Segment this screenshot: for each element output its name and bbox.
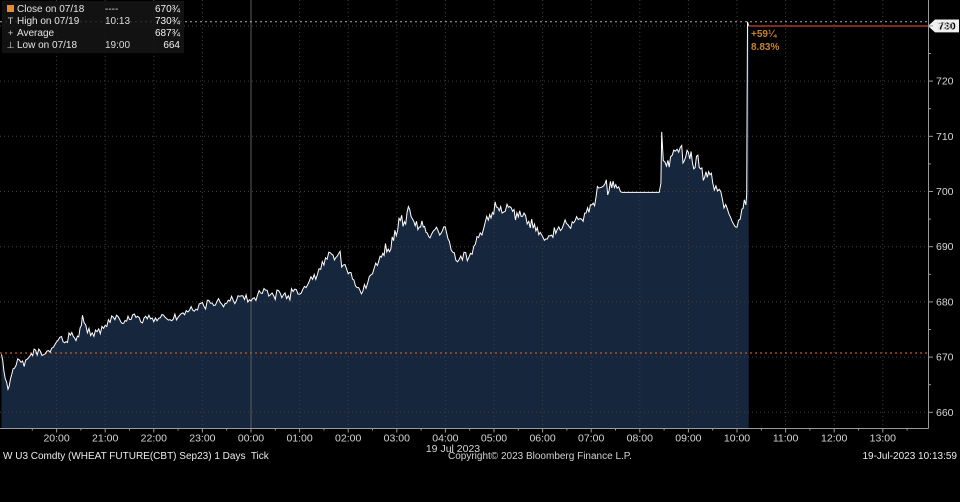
x-tick-label: 10:00 — [724, 433, 750, 445]
legend-row-low[interactable]: ⊥ Low on 07/18 19:00 664 — [4, 39, 180, 51]
legend-value: 730¾ — [154, 15, 180, 27]
legend-row-close[interactable]: Close on 07/18 ---- 670¾ — [4, 3, 180, 15]
high-tick-icon: T — [7, 16, 14, 26]
x-tick-label: 02:00 — [335, 433, 361, 445]
y-tick-label: 700 — [936, 186, 954, 198]
x-tick-label: 11:00 — [773, 433, 799, 445]
y-tick-label: 670 — [936, 352, 954, 364]
legend-label: Low on 07/18 — [17, 39, 78, 51]
copyright-notice: Copyright© 2023 Bloomberg Finance L.P. — [448, 451, 632, 462]
x-tick-label: 13:00 — [870, 433, 896, 445]
low-tick-icon: ⊥ — [6, 39, 15, 50]
legend-value: 664 — [163, 39, 180, 51]
change-points: +59¼ — [751, 29, 777, 40]
legend-label: High on 07/19 — [17, 15, 80, 27]
legend-row-high[interactable]: T High on 07/19 10:13 730¾ — [4, 15, 180, 27]
x-tick-label: 20:00 — [43, 433, 69, 445]
x-tick-label: 23:00 — [189, 433, 215, 445]
y-tick-label: 660 — [936, 407, 954, 419]
price-area-fill — [1, 21, 749, 429]
x-tick-label: 05:00 — [481, 433, 507, 445]
price-tick-line — [1, 21, 750, 391]
x-tick-label: 22:00 — [141, 433, 167, 445]
average-mark-icon: + — [7, 28, 14, 38]
x-tick-label: 21:00 — [92, 433, 118, 445]
security-description: W U3 Comdty (WHEAT FUTURE(CBT) Sep23) 1 … — [3, 451, 269, 462]
legend-time: 19:00 — [105, 39, 131, 51]
legend-time: 10:13 — [105, 15, 131, 27]
legend-label: Average — [17, 27, 55, 39]
legend-row-average[interactable]: + Average 687¾ — [4, 27, 180, 39]
close-line-swatch-icon — [4, 4, 17, 14]
session-timestamp: 19-Jul-2023 10:13:59 — [862, 451, 957, 462]
x-tick-label: 00:00 — [238, 433, 264, 445]
x-tick-label: 01:00 — [286, 433, 312, 445]
x-tick-label: 04:00 — [432, 433, 458, 445]
change-percent: 8.83% — [751, 42, 780, 53]
x-tick-label: 06:00 — [529, 433, 555, 445]
x-tick-label: 09:00 — [675, 433, 701, 445]
legend-value: 687¾ — [154, 27, 180, 39]
x-tick-label: 07:00 — [578, 433, 604, 445]
y-tick-label: 730 — [936, 20, 954, 32]
last-price-tag-label: 730 — [938, 20, 956, 32]
legend-time: ---- — [105, 3, 119, 15]
spike-change-annotation: +59¼ 8.83% — [751, 28, 779, 54]
y-tick-label: 710 — [936, 131, 954, 143]
legend-label: Close on 07/18 — [17, 3, 85, 15]
legend-value: 670¾ — [154, 3, 180, 15]
y-tick-label: 690 — [936, 241, 954, 253]
x-axis-date-label: 19 Jul 2023 — [426, 443, 480, 455]
x-tick-label: 12:00 — [821, 433, 847, 445]
x-tick-label: 08:00 — [627, 433, 653, 445]
x-tick-label: 03:00 — [384, 433, 410, 445]
y-tick-label: 680 — [936, 296, 954, 308]
y-tick-label: 720 — [936, 76, 954, 88]
last-price-tag — [928, 19, 959, 33]
chart-legend: Close on 07/18 ---- 670¾ T High on 07/19… — [2, 1, 184, 53]
